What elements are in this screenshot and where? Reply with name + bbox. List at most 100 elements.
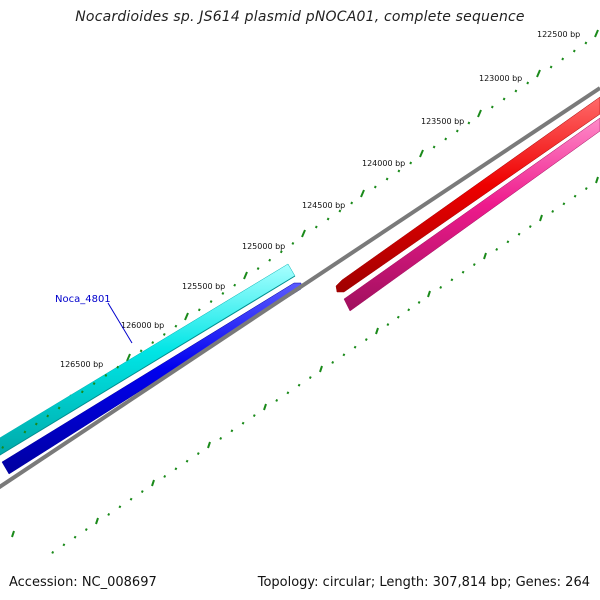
tick-mark-122500: [594, 29, 599, 38]
outer-minor-tick: [584, 41, 588, 45]
inner-minor-tick: [495, 247, 499, 251]
outer-minor-tick: [151, 341, 155, 345]
tick-label-125500: 125500 bp: [182, 282, 225, 291]
gene-label-leader: [107, 302, 133, 344]
outer-minor-tick: [139, 349, 143, 353]
outer-minor-tick: [174, 324, 178, 328]
inner-tick-9: [151, 479, 155, 487]
inner-minor-tick: [275, 398, 279, 402]
inner-minor-tick: [129, 497, 133, 501]
outer-minor-tick: [385, 177, 389, 181]
inner-minor-tick: [73, 535, 77, 539]
outer-minor-tick: [467, 121, 471, 125]
outer-minor-tick: [233, 283, 237, 287]
outer-minor-tick: [116, 365, 120, 369]
inner-tick-2: [539, 214, 543, 222]
inner-minor-tick: [386, 323, 390, 327]
inner-minor-tick: [506, 240, 510, 244]
outer-minor-tick: [572, 49, 576, 53]
inner-minor-tick: [241, 421, 245, 425]
inner-minor-tick: [407, 308, 411, 312]
inner-minor-tick: [450, 278, 454, 282]
inner-minor-tick: [342, 353, 346, 357]
tick-labels: 122500 bp 123000 bp 123500 bp 124000 bp …: [60, 30, 580, 369]
outer-minor-tick: [373, 185, 377, 189]
outer-minor-tick: [46, 414, 50, 418]
inner-minor-tick: [573, 194, 577, 198]
tick-mark-124500: [360, 189, 365, 198]
inner-minor-tick: [364, 338, 368, 342]
outer-minor-tick: [268, 258, 272, 262]
inner-minor-tick: [517, 232, 521, 236]
outer-minor-tick: [549, 65, 553, 69]
outer-minor-tick: [1, 445, 5, 449]
gene-red[interactable]: [335, 96, 600, 293]
inner-tick-3: [483, 252, 487, 260]
inner-minor-tick: [196, 452, 200, 456]
inner-minor-tick: [308, 376, 312, 380]
inner-minor-tick: [562, 202, 566, 206]
tick-label-125000: 125000 bp: [242, 242, 285, 251]
inner-tick-11: [11, 530, 15, 538]
tick-mark-123500: [477, 109, 482, 118]
outer-minor-tick: [92, 382, 96, 386]
inner-minor-tick: [472, 263, 476, 267]
inner-minor-tick: [297, 383, 301, 387]
gene-blue[interactable]: [1, 282, 302, 475]
inner-minor-tick: [396, 315, 400, 319]
gene-noca-4801[interactable]: [0, 263, 296, 458]
inner-minor-tick: [107, 512, 111, 516]
outer-minor-tick: [338, 209, 342, 213]
inner-tick-ring: [11, 176, 599, 538]
gene-pink[interactable]: [343, 117, 600, 312]
outer-minor-tick: [291, 241, 295, 245]
map-title: Nocardioides sp. JS614 plasmid pNOCA01, …: [75, 9, 525, 25]
inner-minor-tick: [528, 225, 532, 229]
inner-minor-tick: [62, 543, 66, 547]
tick-mark-126000: [184, 312, 189, 321]
inner-tick-7: [263, 403, 267, 411]
outer-minor-tick: [526, 81, 530, 85]
outer-minor-tick: [104, 373, 108, 377]
outer-minor-tick: [80, 390, 84, 394]
outer-minor-tick: [397, 169, 401, 173]
sequence-summary-text: Topology: circular; Length: 307,814 bp; …: [257, 575, 590, 590]
inner-minor-tick: [140, 490, 144, 494]
inner-minor-tick: [230, 429, 234, 433]
tick-mark-125000: [301, 229, 306, 238]
inner-tick-5: [375, 327, 379, 335]
gene-label-text[interactable]: Noca_4801: [55, 294, 111, 305]
outer-minor-tick: [326, 217, 330, 221]
inner-minor-tick: [219, 436, 223, 440]
tick-label-126000: 126000 bp: [121, 321, 164, 330]
tick-mark-125500: [243, 271, 248, 280]
inner-minor-tick: [584, 187, 588, 191]
outer-minor-tick: [221, 291, 225, 295]
outer-minor-tick: [256, 267, 260, 271]
inner-minor-tick: [286, 391, 290, 395]
inner-minor-tick: [185, 459, 189, 463]
outer-minor-tick: [209, 300, 213, 304]
outer-minor-tick: [432, 145, 436, 149]
outer-minor-tick: [502, 97, 506, 101]
outer-minor-tick: [514, 89, 518, 93]
inner-tick-1: [595, 176, 599, 184]
outer-minor-tick: [34, 422, 38, 426]
outer-minor-tick: [57, 406, 61, 410]
inner-tick-6: [319, 365, 323, 373]
outer-minor-tick: [455, 129, 459, 133]
inner-minor-tick: [461, 270, 465, 274]
inner-minor-tick: [551, 209, 555, 213]
outer-minor-tick: [490, 105, 494, 109]
gene-label-noca-4801[interactable]: Noca_4801: [55, 294, 133, 344]
tick-label-124000: 124000 bp: [362, 159, 405, 168]
outer-minor-tick: [561, 57, 565, 61]
tick-label-123000: 123000 bp: [479, 74, 522, 83]
inner-minor-tick: [439, 285, 443, 289]
outer-minor-tick: [279, 250, 283, 254]
inner-minor-tick: [163, 474, 167, 478]
inner-minor-tick: [353, 345, 357, 349]
inner-minor-tick: [331, 360, 335, 364]
tick-mark-124000: [419, 149, 424, 158]
